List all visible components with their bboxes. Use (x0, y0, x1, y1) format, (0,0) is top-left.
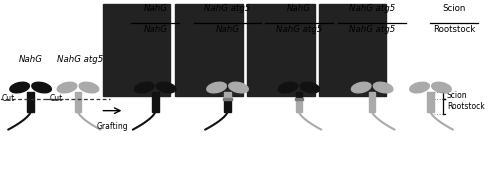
Ellipse shape (432, 82, 451, 93)
Text: NahG: NahG (144, 25, 167, 34)
Ellipse shape (10, 82, 29, 93)
Ellipse shape (57, 82, 77, 93)
Text: Scion: Scion (447, 91, 468, 100)
Bar (224, 99, 231, 112)
Bar (296, 99, 302, 112)
Ellipse shape (156, 82, 176, 93)
Text: NahG atg5: NahG atg5 (349, 25, 396, 34)
Text: Cut: Cut (50, 94, 63, 103)
Text: NahG atg5: NahG atg5 (58, 55, 104, 64)
Text: NahG atg5: NahG atg5 (349, 4, 396, 13)
Ellipse shape (278, 82, 297, 93)
Bar (152, 92, 158, 99)
Text: Rootstock: Rootstock (433, 25, 476, 34)
Text: Scion: Scion (442, 4, 466, 13)
Bar (224, 92, 231, 99)
Bar (152, 99, 158, 112)
Bar (224, 98, 232, 100)
Text: Rootstock: Rootstock (447, 102, 484, 111)
Bar (428, 99, 434, 112)
Ellipse shape (410, 82, 430, 93)
Text: Cut: Cut (2, 94, 15, 103)
Text: NahG: NahG (18, 55, 42, 64)
Bar (102, 4, 170, 96)
Ellipse shape (229, 82, 248, 93)
Text: NahG: NahG (144, 4, 167, 13)
Bar (294, 98, 303, 100)
Text: NahG atg5: NahG atg5 (276, 25, 322, 34)
Text: NahG atg5: NahG atg5 (204, 4, 250, 13)
Bar (74, 99, 81, 112)
Bar (428, 92, 434, 99)
Ellipse shape (300, 82, 320, 93)
Ellipse shape (352, 82, 371, 93)
Bar (296, 92, 302, 99)
Ellipse shape (79, 82, 98, 93)
Ellipse shape (32, 82, 52, 93)
Bar (319, 4, 386, 96)
Ellipse shape (207, 82, 227, 93)
Bar (28, 99, 34, 112)
Bar (28, 92, 34, 99)
Bar (176, 4, 243, 96)
Bar (369, 92, 376, 99)
Ellipse shape (134, 82, 154, 93)
Ellipse shape (374, 82, 393, 93)
Bar (248, 4, 314, 96)
Bar (369, 99, 376, 112)
Bar (74, 92, 81, 99)
Text: Grafting: Grafting (96, 122, 128, 131)
Text: NahG: NahG (216, 25, 240, 34)
Text: NahG: NahG (287, 4, 311, 13)
